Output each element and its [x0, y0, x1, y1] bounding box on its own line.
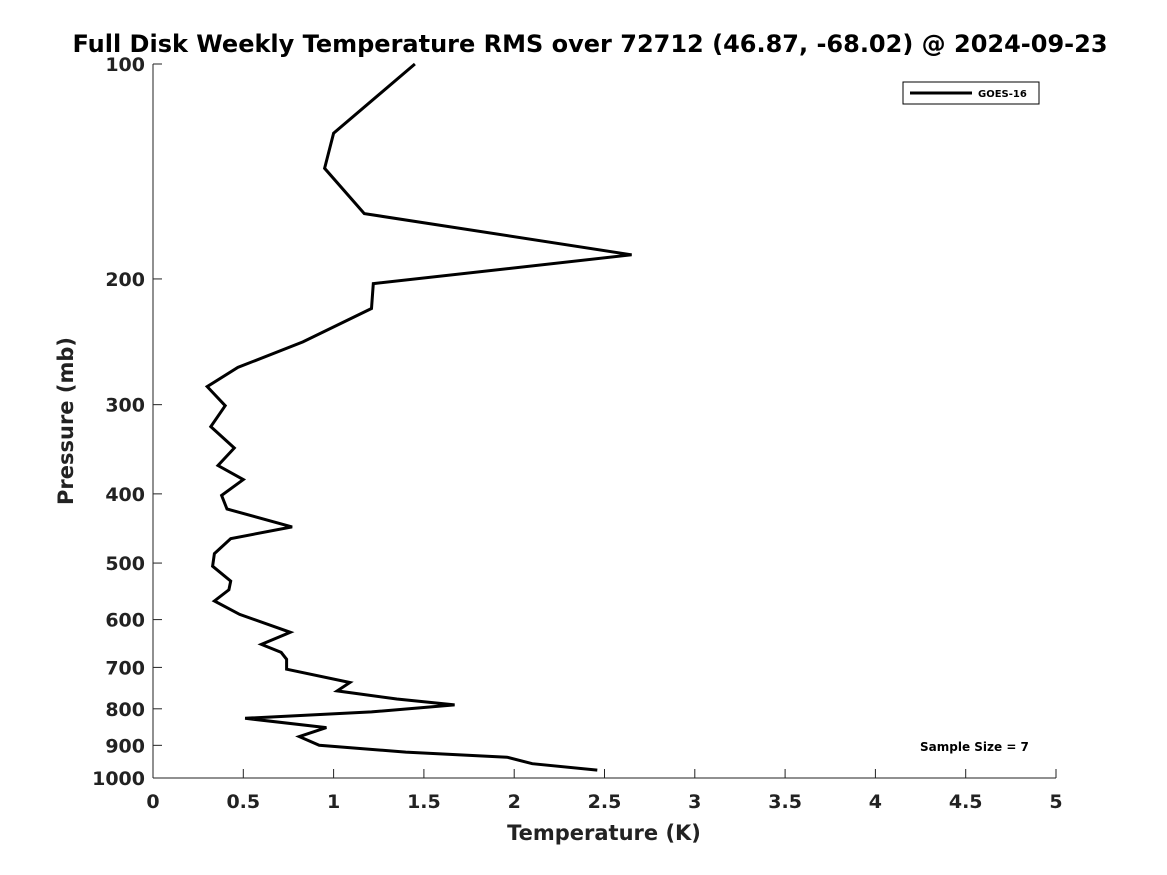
x-tick-label: 5 — [1049, 791, 1062, 813]
x-tick-label: 0.5 — [226, 791, 260, 813]
x-tick-label: 2.5 — [588, 791, 622, 813]
sample-size-annotation: Sample Size = 7 — [920, 740, 1029, 754]
legend-label-goes16: GOES-16 — [978, 89, 1027, 100]
x-tick-label: 4.5 — [949, 791, 983, 813]
x-tick-label: 3 — [688, 791, 701, 813]
x-axis-label: Temperature (K) — [507, 821, 701, 845]
x-tick-label: 4 — [869, 791, 882, 813]
x-tick-label: 3.5 — [768, 791, 802, 813]
y-tick-label: 900 — [105, 735, 145, 757]
y-tick-label: 1000 — [92, 768, 145, 790]
y-tick-label: 700 — [105, 657, 145, 679]
series-line-goes-16 — [204, 62, 632, 772]
y-tick-label: 100 — [105, 54, 145, 76]
y-tick-label: 800 — [105, 699, 145, 721]
y-tick-label: 300 — [105, 395, 145, 417]
y-tick-label: 500 — [105, 553, 145, 575]
y-tick-label: 400 — [105, 484, 145, 506]
x-axis-ticks: 0 0.5 1 1.5 2 2.5 3 3.5 4 4.5 5 — [146, 769, 1063, 813]
series-layer — [204, 62, 632, 772]
x-tick-label: 0 — [146, 791, 159, 813]
legend: GOES-16 — [902, 81, 1040, 105]
x-tick-label: 1.5 — [407, 791, 441, 813]
y-axis-label: Pressure (mb) — [54, 337, 78, 505]
y-tick-label: 200 — [105, 269, 145, 291]
x-tick-label: 2 — [508, 791, 521, 813]
x-tick-label: 1 — [327, 791, 340, 813]
y-tick-label: 600 — [105, 610, 145, 632]
y-axis-ticks: 100 200 300 400 500 600 700 800 900 1000 — [92, 54, 162, 790]
chart-title: Full Disk Weekly Temperature RMS over 72… — [72, 30, 1107, 58]
